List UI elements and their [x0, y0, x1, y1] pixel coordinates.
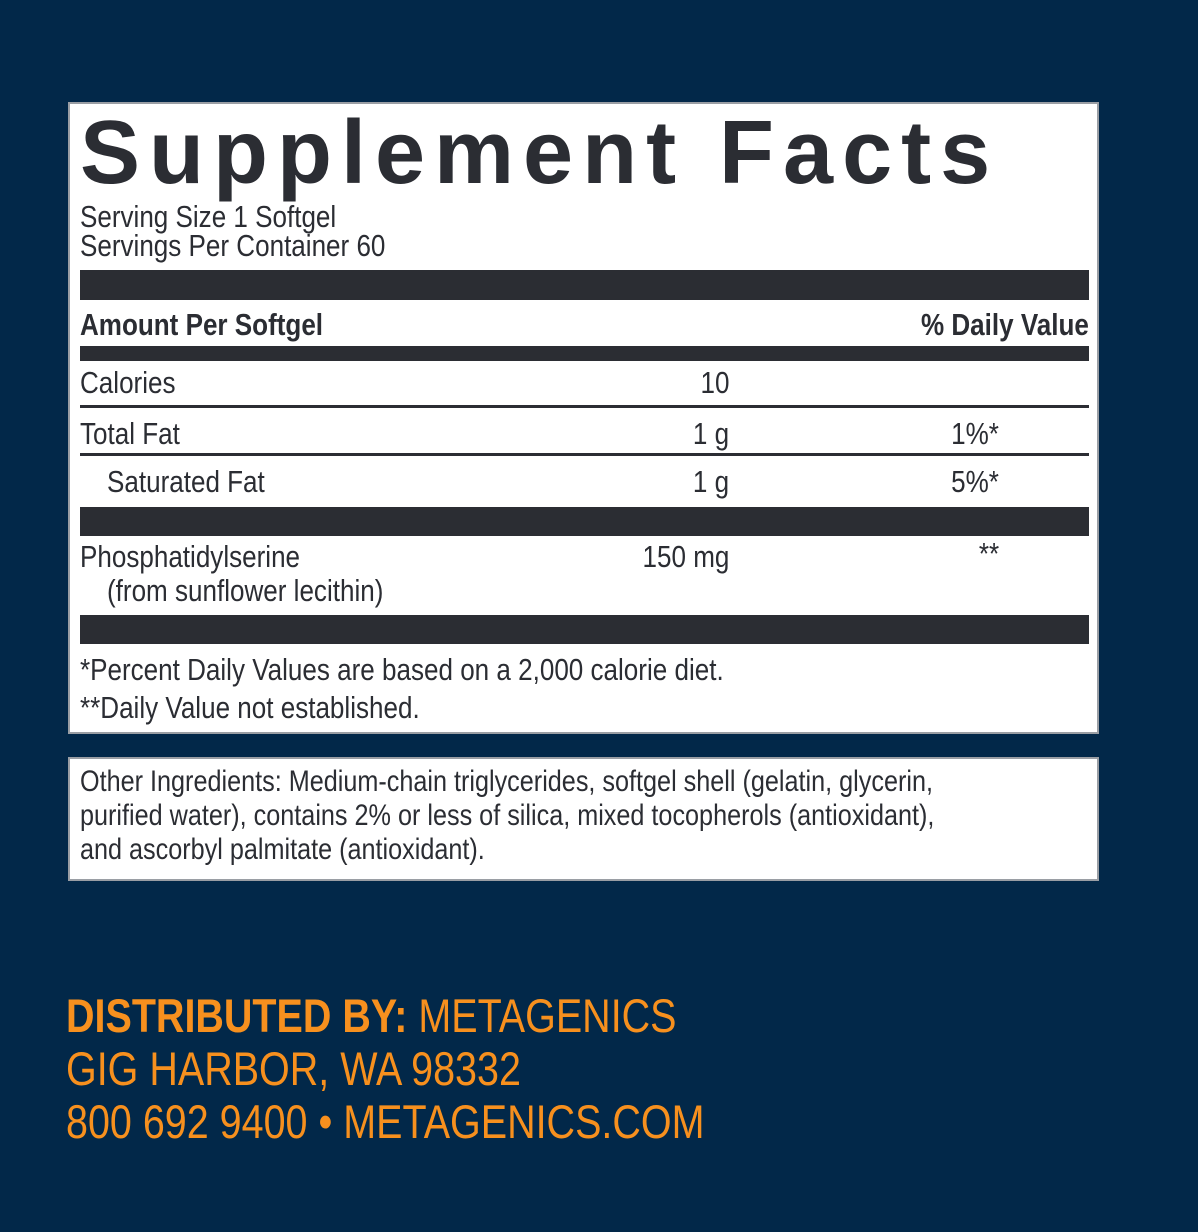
bullet-separator: • — [318, 1095, 333, 1148]
amount-header: Amount Per Softgel — [80, 307, 324, 342]
ingredients-line: purified water), contains 2% or less of … — [80, 799, 935, 832]
nutrient-name: Phosphatidylserine — [80, 539, 301, 574]
dv-header: % Daily Value — [921, 307, 1089, 342]
medium-divider — [80, 346, 1089, 361]
nutrient-dv: ** — [978, 536, 999, 571]
supplement-facts-panel: Supplement Facts Serving Size 1 Softgel … — [68, 102, 1099, 734]
row-divider — [80, 405, 1089, 408]
distributed-by-label: DISTRIBUTED BY: — [66, 989, 408, 1042]
footnote-not-established: **Daily Value not established. — [80, 690, 420, 725]
thick-divider — [80, 507, 1089, 536]
row-divider — [80, 453, 1089, 456]
ingredients-line: Other Ingredients: Medium-chain triglyce… — [80, 765, 933, 798]
nutrient-dv: 5%* — [951, 464, 999, 499]
thick-divider — [80, 615, 1089, 644]
servings-per-container: Servings Per Container 60 — [80, 228, 386, 263]
other-ingredients-panel: Other Ingredients: Medium-chain triglyce… — [68, 757, 1099, 881]
facts-title: Supplement Facts — [80, 103, 1000, 203]
nutrient-name: Total Fat — [80, 416, 180, 451]
contact-line: 800 692 9400 • METAGENICS.COM — [66, 1098, 826, 1145]
nutrient-source: (from sunflower lecithin) — [107, 573, 384, 608]
phone-number: 800 692 9400 — [66, 1095, 308, 1148]
nutrient-amount: 150 mg — [642, 539, 729, 574]
nutrient-name: Saturated Fat — [107, 464, 265, 499]
website-link: METAGENICS.COM — [343, 1095, 705, 1148]
nutrient-name: Calories — [80, 365, 176, 400]
ingredients-line: and ascorbyl palmitate (antioxidant). — [80, 833, 485, 866]
footnote-dv: *Percent Daily Values are based on a 2,0… — [80, 652, 724, 687]
nutrient-dv: 1%* — [951, 416, 999, 451]
distributor-line: DISTRIBUTED BY: METAGENICS — [66, 992, 793, 1039]
nutrient-amount: 1 g — [692, 416, 729, 451]
distributor-address: GIG HARBOR, WA 98332 — [66, 1042, 521, 1095]
serving-size: Serving Size 1 Softgel — [80, 199, 337, 234]
distributor-name: METAGENICS — [418, 989, 677, 1042]
nutrient-amount: 1 g — [692, 464, 729, 499]
nutrient-amount: 10 — [700, 365, 729, 400]
thick-divider — [80, 270, 1089, 300]
